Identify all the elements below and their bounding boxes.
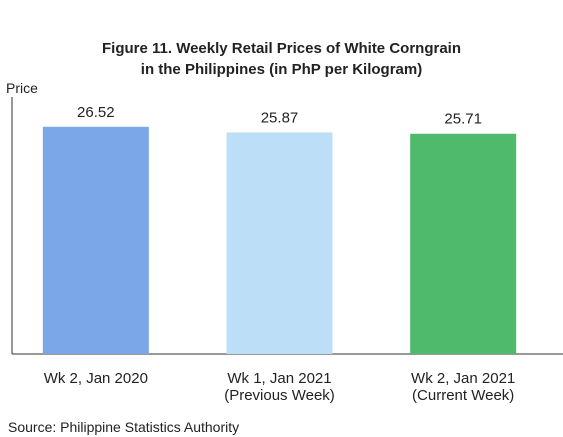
value-label: 25.71 — [444, 111, 482, 128]
bar — [226, 132, 333, 354]
x-tick-label: Wk 1, Jan 2021 (Previous Week) — [224, 370, 335, 404]
x-tick-label: Wk 2, Jan 2020 — [43, 370, 148, 387]
value-label: 26.52 — [77, 104, 115, 121]
bar — [410, 133, 517, 354]
bar — [42, 126, 149, 354]
x-tick-label: Wk 2, Jan 2021 (Current Week) — [411, 370, 516, 404]
value-label: 25.87 — [261, 109, 299, 126]
y-axis-label: Price — [6, 80, 38, 96]
chart-title: Figure 11. Weekly Retail Prices of White… — [102, 40, 461, 78]
source-note: Source: Philippine Statistics Authority — [8, 419, 240, 435]
